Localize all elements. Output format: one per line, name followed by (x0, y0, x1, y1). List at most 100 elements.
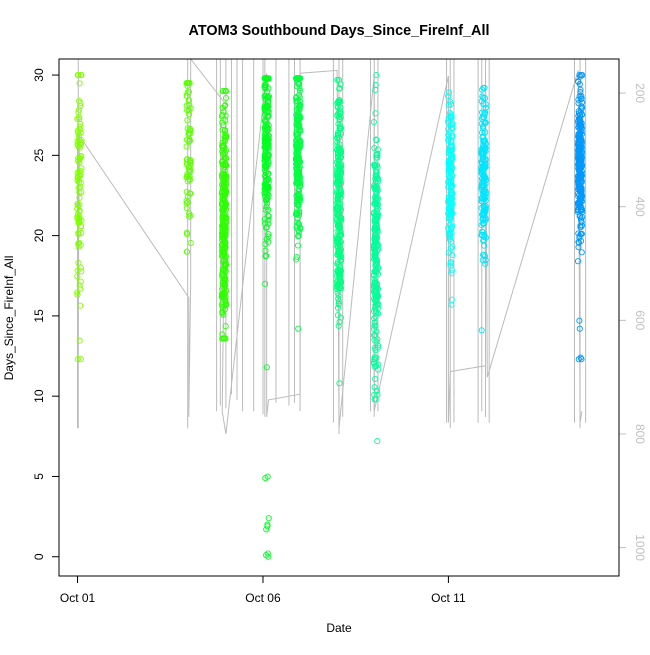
data-point (336, 274, 343, 281)
data-point (371, 315, 378, 322)
data-point (297, 127, 304, 134)
data-point (447, 98, 454, 105)
data-point (578, 178, 585, 185)
data-point (262, 240, 269, 248)
data-point (478, 98, 485, 105)
data-point (76, 97, 83, 105)
data-point (337, 109, 344, 116)
data-point (371, 182, 378, 189)
data-point (335, 235, 342, 242)
data-point (218, 113, 225, 120)
data-point (336, 85, 343, 92)
data-point (222, 88, 230, 95)
data-point (371, 161, 378, 168)
data-point (575, 115, 582, 122)
data-point (264, 550, 271, 557)
data-point (338, 130, 345, 137)
y2-tick-label: 1000 (633, 534, 647, 561)
data-point (482, 186, 489, 193)
data-point (447, 101, 454, 108)
data-point (448, 267, 456, 274)
data-point (482, 101, 489, 108)
data-point (445, 118, 452, 125)
data-point (334, 153, 341, 161)
data-point (576, 120, 583, 127)
data-point (221, 135, 228, 142)
data-point (334, 104, 341, 111)
data-point (446, 109, 454, 117)
data-point (74, 289, 81, 296)
data-point (334, 142, 341, 149)
data-point (482, 129, 489, 136)
data-point (219, 331, 226, 338)
data-point (482, 109, 489, 116)
data-point (262, 169, 269, 176)
data-point (187, 239, 194, 246)
data-point (265, 212, 272, 219)
data-point (445, 119, 452, 126)
data-point (371, 227, 379, 234)
data-point (186, 130, 193, 137)
data-point (184, 171, 191, 178)
data-point (447, 170, 454, 177)
data-point (335, 97, 343, 104)
data-point (371, 354, 378, 361)
data-point (221, 285, 228, 292)
data-point (265, 213, 272, 220)
data-point (481, 233, 488, 241)
point-series (445, 89, 456, 308)
data-point (222, 253, 229, 260)
data-point (263, 526, 270, 533)
data-point (445, 166, 452, 173)
data-point (448, 301, 455, 308)
data-point (575, 124, 582, 131)
data-point (578, 96, 585, 103)
data-point (295, 75, 302, 82)
data-point (449, 120, 456, 127)
data-point (293, 75, 300, 82)
data-point (296, 138, 303, 145)
data-point (295, 110, 302, 117)
data-point (295, 325, 302, 332)
data-point (575, 239, 583, 246)
data-point (220, 176, 227, 183)
data-point (219, 244, 226, 251)
data-point (265, 515, 272, 522)
y-tick-label: 10 (32, 389, 46, 403)
data-point (265, 553, 272, 560)
data-point (445, 115, 452, 122)
y-tick-label: 0 (32, 553, 46, 560)
data-point (372, 110, 379, 117)
data-point (184, 231, 191, 238)
data-point (575, 96, 582, 103)
data-point (334, 243, 341, 250)
point-series (261, 75, 272, 560)
data-point (480, 203, 487, 210)
data-point (370, 118, 377, 126)
plot-frame (58, 58, 620, 577)
y-axis-label: Days_Since_FireInf_All (2, 256, 16, 381)
data-point (482, 214, 489, 221)
data-point (335, 300, 342, 307)
point-series (292, 75, 304, 332)
data-point (335, 298, 342, 305)
data-point (337, 238, 344, 245)
data-point (222, 162, 230, 169)
data-point (218, 301, 225, 308)
data-point (265, 185, 272, 192)
data-point (578, 168, 586, 175)
data-point (261, 216, 268, 223)
data-point (445, 249, 453, 256)
data-point (373, 188, 380, 195)
data-point (480, 138, 487, 145)
data-point (220, 311, 227, 318)
x-tick-label: Oct 01 (60, 591, 96, 605)
data-point (219, 206, 226, 214)
data-point (374, 197, 381, 204)
y-tick-label: 30 (32, 68, 46, 82)
point-series (478, 84, 489, 334)
data-point (478, 327, 485, 334)
data-point (186, 190, 193, 197)
data-point (293, 131, 300, 138)
